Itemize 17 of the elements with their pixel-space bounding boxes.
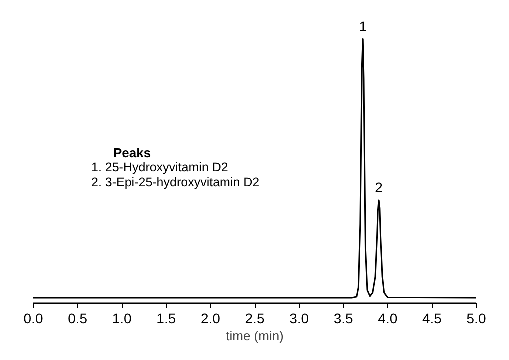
annotation: 1 <box>359 18 368 34</box>
x-tick-label: 2.5 <box>245 310 265 326</box>
x-tick-label: 3.0 <box>290 310 310 326</box>
x-tick-label: 4.5 <box>422 310 442 326</box>
annotation: 2 <box>375 179 384 196</box>
x-tick-label: 2.0 <box>200 310 221 326</box>
x-tick-label: 0.5 <box>68 310 88 326</box>
x-tick-label: 4.0 <box>378 310 398 326</box>
x-tick-label: 1.0 <box>112 310 132 326</box>
x-tick-label: 0.0 <box>24 310 44 326</box>
annotation: Peaks <box>114 146 152 160</box>
annotation: 1. 25-Hydroxyvitamin D2 <box>92 160 228 174</box>
x-axis-title: time (min) <box>226 328 284 344</box>
x-tick-label: 3.5 <box>334 310 354 326</box>
x-tick-label: 1.5 <box>156 310 176 326</box>
x-tick-label: 5.0 <box>466 310 486 326</box>
annotation: 2. 3-Epi-25-hydroxyvitamin D2 <box>92 176 260 190</box>
